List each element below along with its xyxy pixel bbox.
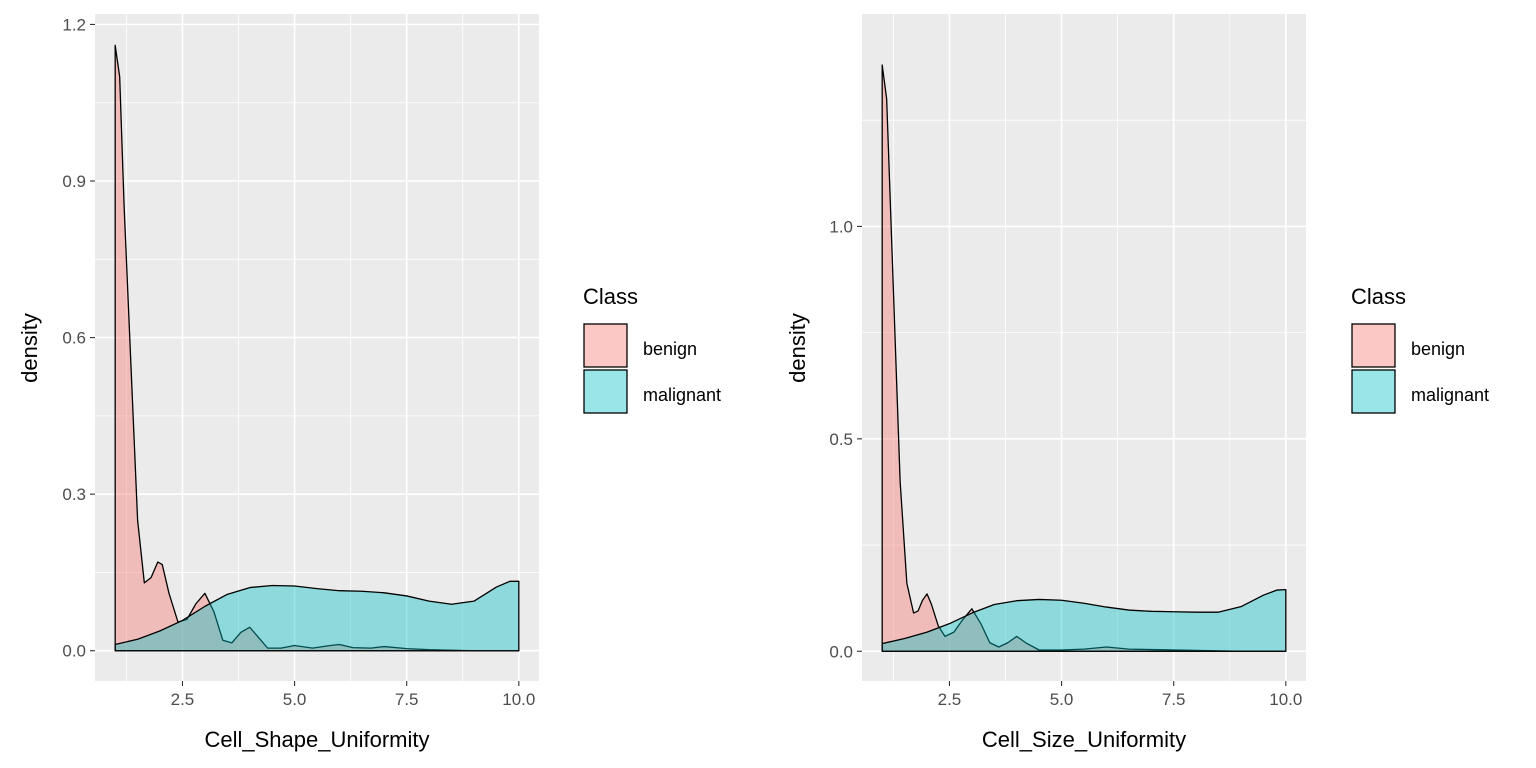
plot-background	[95, 14, 539, 681]
x-tick-label: 5.0	[1050, 690, 1074, 709]
y-tick-label: 0.3	[62, 485, 86, 504]
y-axis-title: density	[17, 313, 42, 383]
legend-label-malignant: malignant	[1411, 385, 1489, 405]
legend-key-benign	[583, 323, 628, 368]
legend-label-benign: benign	[643, 339, 697, 359]
legend: Class benign malignant	[1351, 284, 1489, 414]
y-tick-label: 1.0	[829, 217, 853, 236]
y-tick-label: 0.5	[829, 430, 853, 449]
legend: Class benign malignant	[583, 284, 721, 414]
legend-key-malignant	[1351, 369, 1396, 414]
legend-title: Class	[583, 284, 638, 309]
x-axis-ticks: 2.5 5.0 7.5 10.0	[171, 681, 535, 709]
density-areas	[881, 64, 1287, 652]
y-tick-label: 0.0	[829, 642, 853, 661]
gridlines	[95, 14, 539, 681]
y-tick-label: 0.9	[62, 172, 86, 191]
x-axis-title: Cell_Size_Uniformity	[982, 727, 1186, 752]
density-area-malignant	[881, 589, 1287, 652]
y-tick-label: 0.6	[62, 329, 86, 348]
chart-panel-size-uniformity: 2.5 5.0 7.5 10.0 0.0 0.5 1.0 Cell_Size_Unifor…	[785, 14, 1489, 752]
legend-key-benign	[1351, 323, 1396, 368]
legend-title: Class	[1351, 284, 1406, 309]
density-area-benign	[114, 44, 520, 652]
density-area-benign	[881, 64, 1287, 652]
legend-label-malignant: malignant	[643, 385, 721, 405]
x-tick-label: 5.0	[283, 690, 307, 709]
chart-panel-shape-uniformity: 2.5 5.0 7.5 10.0 0.0 0.3 0.6 0.9 1.2 Cell_Shape…	[17, 14, 721, 752]
density-area-malignant	[114, 580, 520, 652]
density-areas	[114, 44, 520, 652]
gridlines	[862, 14, 1306, 681]
x-tick-label: 2.5	[938, 690, 962, 709]
y-axis-ticks: 0.0 0.5 1.0	[829, 217, 862, 661]
legend-key-malignant	[583, 369, 628, 414]
x-tick-label: 7.5	[395, 690, 419, 709]
y-axis-title: density	[785, 313, 810, 383]
x-tick-label: 10.0	[502, 690, 535, 709]
x-tick-label: 2.5	[171, 690, 195, 709]
x-axis-title: Cell_Shape_Uniformity	[205, 727, 430, 752]
legend-label-benign: benign	[1411, 339, 1465, 359]
x-tick-label: 10.0	[1269, 690, 1302, 709]
y-tick-label: 0.0	[62, 642, 86, 661]
x-axis-ticks: 2.5 5.0 7.5 10.0	[938, 681, 1302, 709]
y-axis-ticks: 0.0 0.3 0.6 0.9 1.2	[62, 15, 95, 661]
y-tick-label: 1.2	[62, 15, 86, 34]
x-tick-label: 7.5	[1162, 690, 1186, 709]
plot-background	[862, 14, 1306, 681]
